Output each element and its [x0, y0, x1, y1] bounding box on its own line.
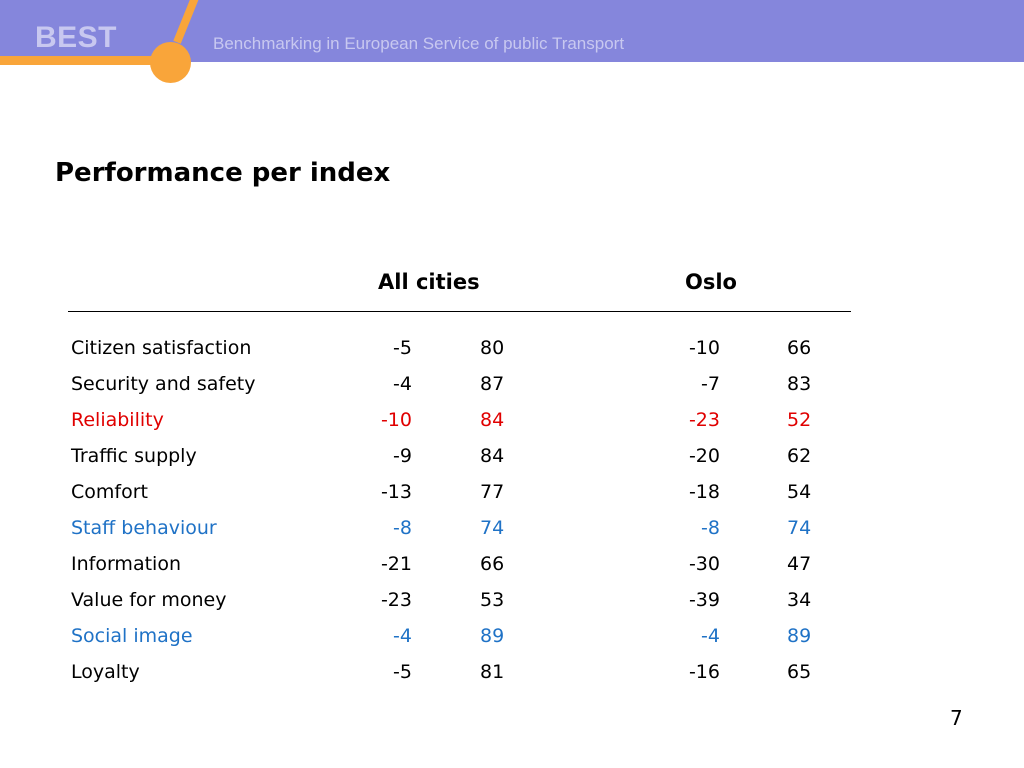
- oslo-change: -39: [688, 589, 720, 611]
- all-cities-change: -5: [393, 337, 412, 359]
- row-label: Social image: [71, 625, 193, 647]
- row-label: Comfort: [71, 481, 148, 503]
- oslo-change: -23: [688, 409, 720, 431]
- row-label: Citizen satisfaction: [71, 337, 252, 359]
- header-accent-stripe: [0, 56, 180, 65]
- oslo-value: 74: [787, 517, 812, 539]
- table-row: Information -21 66 -30 47: [0, 546, 1024, 582]
- table-row: Value for money -23 53 -39 34: [0, 582, 1024, 618]
- oslo-change: -7: [701, 373, 720, 395]
- oslo-value: 34: [787, 589, 812, 611]
- all-cities-change: -13: [380, 481, 412, 503]
- oslo-value: 62: [787, 445, 812, 467]
- all-cities-change: -9: [393, 445, 412, 467]
- all-cities-value: 81: [480, 661, 505, 683]
- table-row: Security and safety -4 87 -7 83: [0, 366, 1024, 402]
- all-cities-value: 87: [480, 373, 505, 395]
- brand-logo: BEST: [35, 21, 118, 54]
- all-cities-value: 84: [480, 445, 505, 467]
- index-table: Citizen satisfaction -5 80 -10 66 Securi…: [0, 330, 1024, 690]
- oslo-value: 65: [787, 661, 812, 683]
- page-title: Performance per index: [55, 158, 391, 188]
- column-header-oslo: Oslo: [685, 270, 737, 294]
- all-cities-change: -23: [380, 589, 412, 611]
- all-cities-value: 66: [480, 553, 505, 575]
- oslo-change: -4: [701, 625, 720, 647]
- table-row: Loyalty -5 81 -16 65: [0, 654, 1024, 690]
- oslo-change: -10: [688, 337, 720, 359]
- oslo-change: -16: [688, 661, 720, 683]
- oslo-value: 83: [787, 373, 812, 395]
- all-cities-value: 80: [480, 337, 505, 359]
- all-cities-value: 84: [480, 409, 505, 431]
- oslo-change: -8: [701, 517, 720, 539]
- row-label: Value for money: [71, 589, 227, 611]
- all-cities-value: 77: [480, 481, 505, 503]
- header-rule: [68, 311, 851, 312]
- all-cities-change: -10: [380, 409, 412, 431]
- row-label: Reliability: [71, 409, 164, 431]
- page-number: 7: [950, 706, 963, 730]
- column-header-all-cities: All cities: [378, 270, 480, 294]
- all-cities-change: -21: [380, 553, 412, 575]
- all-cities-change: -8: [393, 517, 412, 539]
- row-label: Traffic supply: [71, 445, 197, 467]
- table-row-highlight-blue: Staff behaviour -8 74 -8 74: [0, 510, 1024, 546]
- table-row: Traffic supply -9 84 -20 62: [0, 438, 1024, 474]
- oslo-value: 52: [787, 409, 812, 431]
- table-row: Citizen satisfaction -5 80 -10 66: [0, 330, 1024, 366]
- all-cities-change: -4: [393, 625, 412, 647]
- oslo-change: -20: [688, 445, 720, 467]
- row-label: Security and safety: [71, 373, 256, 395]
- oslo-value: 66: [787, 337, 812, 359]
- table-row: Comfort -13 77 -18 54: [0, 474, 1024, 510]
- all-cities-value: 89: [480, 625, 505, 647]
- oslo-change: -18: [688, 481, 720, 503]
- header-accent-dot: [150, 42, 191, 83]
- all-cities-value: 53: [480, 589, 505, 611]
- row-label: Information: [71, 553, 181, 575]
- table-row-highlight-blue: Social image -4 89 -4 89: [0, 618, 1024, 654]
- oslo-change: -30: [688, 553, 720, 575]
- oslo-value: 54: [787, 481, 812, 503]
- row-label: Staff behaviour: [71, 517, 217, 539]
- header-tagline: Benchmarking in European Service of publ…: [213, 34, 625, 53]
- table-row-highlight-red: Reliability -10 84 -23 52: [0, 402, 1024, 438]
- all-cities-change: -4: [393, 373, 412, 395]
- oslo-value: 89: [787, 625, 812, 647]
- all-cities-change: -5: [393, 661, 412, 683]
- oslo-value: 47: [787, 553, 812, 575]
- row-label: Loyalty: [71, 661, 140, 683]
- all-cities-value: 74: [480, 517, 505, 539]
